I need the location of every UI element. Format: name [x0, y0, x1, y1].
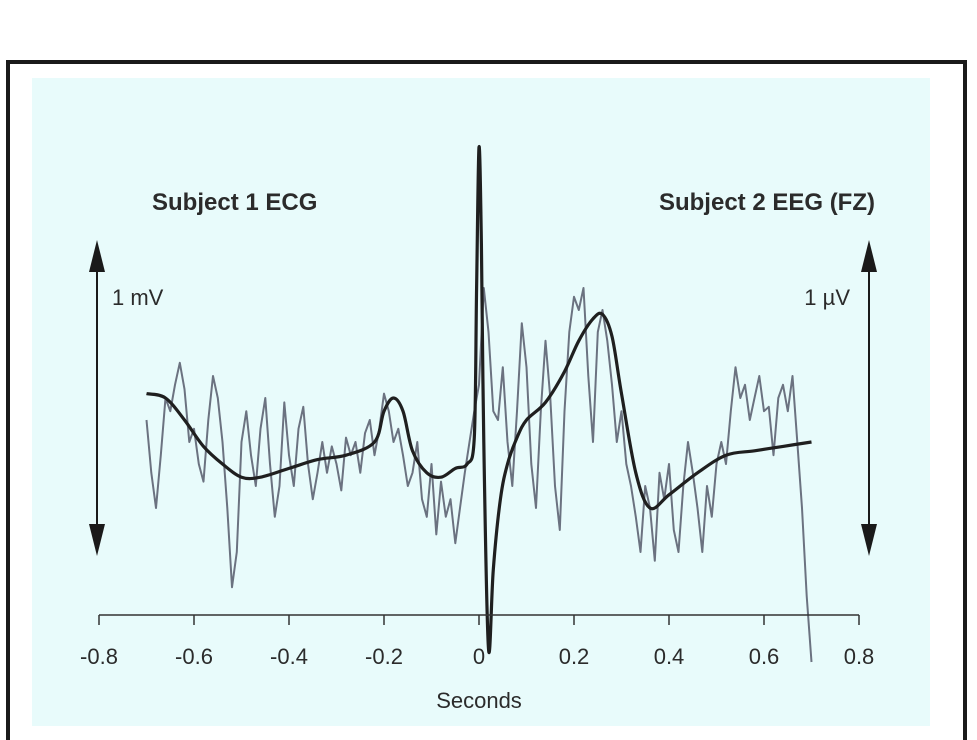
- left-scale-label: 1 mV: [112, 285, 164, 310]
- chart-frame: [6, 60, 967, 740]
- x-tick-label: -0.4: [270, 644, 308, 669]
- x-axis: -0.8 -0.6 -0.4 -0.2 0 0.2 0.4 0.6 0.8: [80, 614, 875, 669]
- series-layer: [145, 145, 813, 663]
- series-line-ecg: [146, 145, 812, 654]
- x-tick-label: -0.8: [80, 644, 118, 669]
- right-scale-label: 1 µV: [804, 285, 850, 310]
- x-tick-label: -0.6: [175, 644, 213, 669]
- x-tick-label: 0.2: [559, 644, 590, 669]
- left-scale-arrow: [89, 240, 105, 556]
- left-series-label: Subject 1 ECG: [152, 189, 317, 216]
- x-tick-label: 0.4: [654, 644, 685, 669]
- x-tick-label: 0.6: [749, 644, 780, 669]
- x-axis-title: Seconds: [436, 688, 522, 713]
- x-tick-label: -0.2: [365, 644, 403, 669]
- x-tick-label: 0.8: [844, 644, 875, 669]
- series-line-eeg: [145, 287, 813, 663]
- right-series-label: Subject 2 EEG (FZ): [659, 189, 875, 216]
- x-tick-label: 0: [473, 644, 485, 669]
- right-scale-arrow: [861, 240, 877, 556]
